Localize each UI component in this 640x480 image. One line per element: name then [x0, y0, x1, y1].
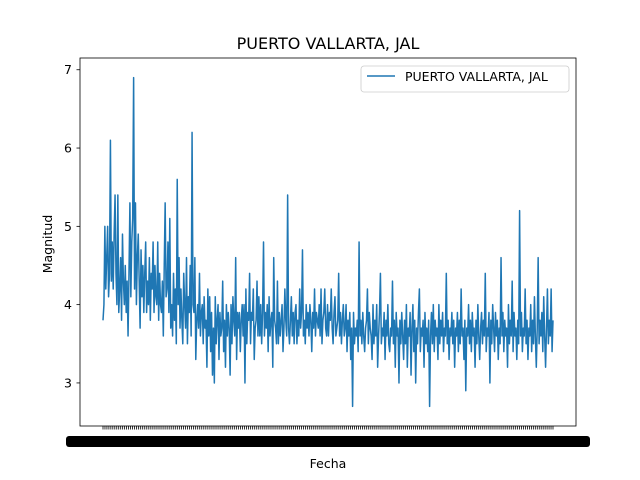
y-tick-label: 7: [64, 62, 72, 77]
y-tick-label: 5: [64, 219, 72, 234]
plot-area: 3 4 5 6 7: [64, 57, 590, 447]
x-axis: [66, 426, 590, 447]
axes-frame: [79, 57, 577, 427]
series-line: [102, 76, 554, 408]
y-tick-label: 4: [64, 297, 72, 312]
y-tick-label: 6: [64, 141, 72, 156]
legend-box: [360, 65, 570, 93]
x-axis-label: Fecha: [310, 456, 347, 471]
legend: PUERTO VALLARTA, JAL: [360, 65, 570, 93]
y-axis: 3 4 5 6 7: [64, 62, 80, 390]
chart-title: PUERTO VALLARTA, JAL: [237, 34, 420, 53]
y-axis-label: Magnitud: [40, 215, 55, 274]
y-tick-label: 3: [64, 375, 72, 390]
legend-label: PUERTO VALLARTA, JAL: [405, 69, 548, 84]
x-tick-labels-overlap: [66, 436, 590, 447]
